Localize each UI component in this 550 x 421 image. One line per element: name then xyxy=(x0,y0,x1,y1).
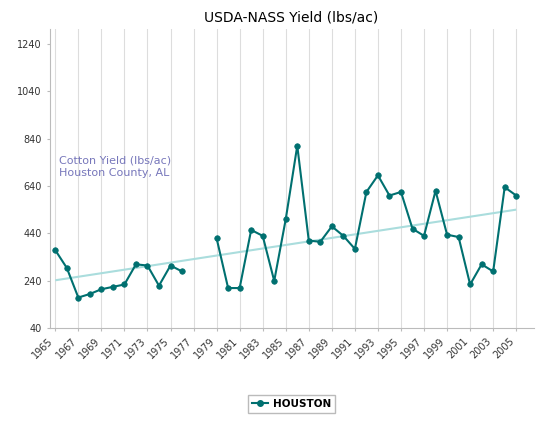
Legend: HOUSTON: HOUSTON xyxy=(248,394,335,413)
Text: Cotton Yield (lbs/ac)
Houston County, AL: Cotton Yield (lbs/ac) Houston County, AL xyxy=(59,155,171,178)
Title: USDA-NASS Yield (lbs/ac): USDA-NASS Yield (lbs/ac) xyxy=(205,10,378,24)
